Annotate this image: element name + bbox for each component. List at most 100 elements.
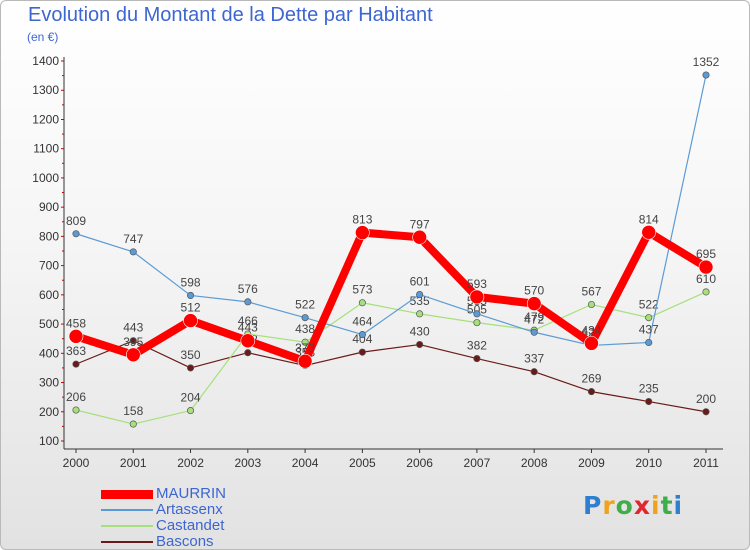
data-label-maurrin: 797 (410, 217, 430, 231)
legend: MAURRIN Artassenx Castandet Bascons (101, 485, 301, 550)
y-tick-label: 600 (39, 288, 59, 302)
data-label-maurrin: 813 (352, 213, 372, 227)
data-label-castandet: 610 (696, 272, 716, 286)
data-point-maurrin (641, 224, 657, 240)
data-label-maurrin: 814 (639, 212, 659, 226)
data-point-maurrin (526, 296, 542, 311)
legend-swatch (101, 541, 153, 543)
data-label-castandet: 438 (295, 322, 315, 336)
series-line-castandet (75, 291, 707, 425)
brand-letter: P (583, 491, 603, 520)
data-label-bascons: 269 (581, 372, 601, 386)
data-point-castandet (645, 314, 653, 322)
y-tick-label: 800 (39, 229, 59, 243)
data-point-artassenx (186, 291, 195, 299)
data-point-maurrin (125, 347, 141, 363)
data-label-maurrin: 434 (581, 323, 601, 337)
chart-unit: (en €) (27, 30, 59, 44)
data-point-artassenx (129, 248, 137, 256)
legend-label: Castandet (156, 517, 225, 534)
data-point-maurrin (68, 329, 84, 344)
brand-letter: t (660, 491, 674, 520)
brand-letter: i (651, 491, 661, 520)
x-tick-label: 2011 (693, 456, 719, 470)
data-label-maurrin: 570 (524, 284, 544, 298)
data-point-artassenx (645, 338, 653, 347)
data-point-bascons (129, 337, 137, 345)
data-label-castandet: 522 (639, 298, 659, 312)
brand-letter: r (602, 491, 616, 520)
data-label-artassenx: 809 (66, 214, 86, 228)
legend-item: Bascons (101, 533, 301, 550)
legend-swatch (101, 525, 153, 527)
series-line-artassenx (75, 74, 707, 347)
y-tick-label: 200 (39, 405, 59, 419)
y-tick-label: 300 (39, 376, 59, 390)
data-point-bascons (530, 368, 538, 376)
data-label-artassenx: 598 (181, 275, 201, 289)
brand-logo: Proxiti (583, 491, 683, 520)
data-label-bascons: 337 (524, 352, 544, 366)
y-tick-label: 700 (39, 259, 59, 273)
data-point-castandet (587, 300, 596, 309)
data-label-castandet: 573 (352, 283, 372, 297)
data-label-maurrin: 373 (295, 341, 315, 355)
data-point-castandet (702, 288, 710, 296)
data-point-castandet (416, 310, 424, 318)
data-label-castandet: 206 (66, 390, 86, 404)
data-point-maurrin (297, 353, 313, 369)
data-label-artassenx: 576 (238, 282, 258, 296)
data-point-maurrin (698, 259, 714, 275)
data-label-maurrin: 695 (696, 247, 716, 261)
data-point-maurrin (412, 229, 427, 245)
data-point-bascons (186, 364, 195, 372)
data-point-castandet (186, 407, 195, 415)
data-label-maurrin: 443 (238, 321, 258, 335)
brand-letter: i (673, 491, 684, 520)
y-tick-label: 1300 (32, 83, 59, 97)
data-point-castandet (358, 299, 366, 307)
data-label-artassenx: 437 (639, 322, 659, 336)
data-point-castandet (473, 319, 481, 327)
data-point-maurrin (240, 333, 256, 349)
legend-label: Bascons (156, 533, 214, 550)
data-label-artassenx: 472 (524, 312, 544, 326)
y-tick-label: 1400 (32, 54, 59, 68)
y-tick-label: 1000 (32, 171, 59, 185)
data-point-artassenx (530, 328, 538, 336)
legend-swatch (101, 509, 153, 511)
series-line-maurrin (72, 228, 710, 366)
legend-label: Artassenx (156, 501, 223, 518)
data-point-artassenx (416, 291, 424, 299)
x-tick-label: 2008 (521, 456, 548, 470)
data-label-maurrin: 512 (181, 301, 201, 315)
data-label-castandet: 505 (467, 303, 487, 317)
data-label-maurrin: 458 (66, 316, 86, 330)
data-label-bascons: 404 (352, 332, 372, 346)
data-label-bascons: 382 (467, 339, 487, 353)
data-point-bascons (416, 340, 424, 349)
data-point-artassenx (301, 314, 309, 322)
data-label-bascons: 443 (123, 321, 143, 335)
data-point-bascons (702, 408, 710, 416)
data-point-bascons (244, 349, 252, 357)
data-point-castandet (72, 406, 80, 414)
data-label-artassenx: 1352 (693, 55, 720, 69)
data-point-artassenx (72, 230, 80, 238)
y-tick-label: 1100 (33, 142, 59, 156)
data-point-maurrin (355, 225, 370, 240)
data-label-artassenx: 464 (352, 315, 372, 329)
x-tick-label: 2009 (578, 456, 605, 470)
x-tick-label: 2005 (349, 456, 376, 470)
data-label-castandet: 466 (238, 314, 258, 328)
x-tick-label: 2002 (177, 456, 204, 470)
data-label-artassenx: 601 (410, 275, 430, 289)
data-label-maurrin: 395 (123, 335, 143, 349)
data-point-maurrin (183, 313, 198, 328)
data-point-castandet (129, 420, 137, 428)
data-point-artassenx (702, 71, 710, 79)
legend-label: MAURRIN (156, 485, 226, 502)
x-tick-label: 2010 (635, 456, 662, 470)
x-tick-label: 2006 (406, 456, 433, 470)
data-point-artassenx (473, 310, 481, 318)
